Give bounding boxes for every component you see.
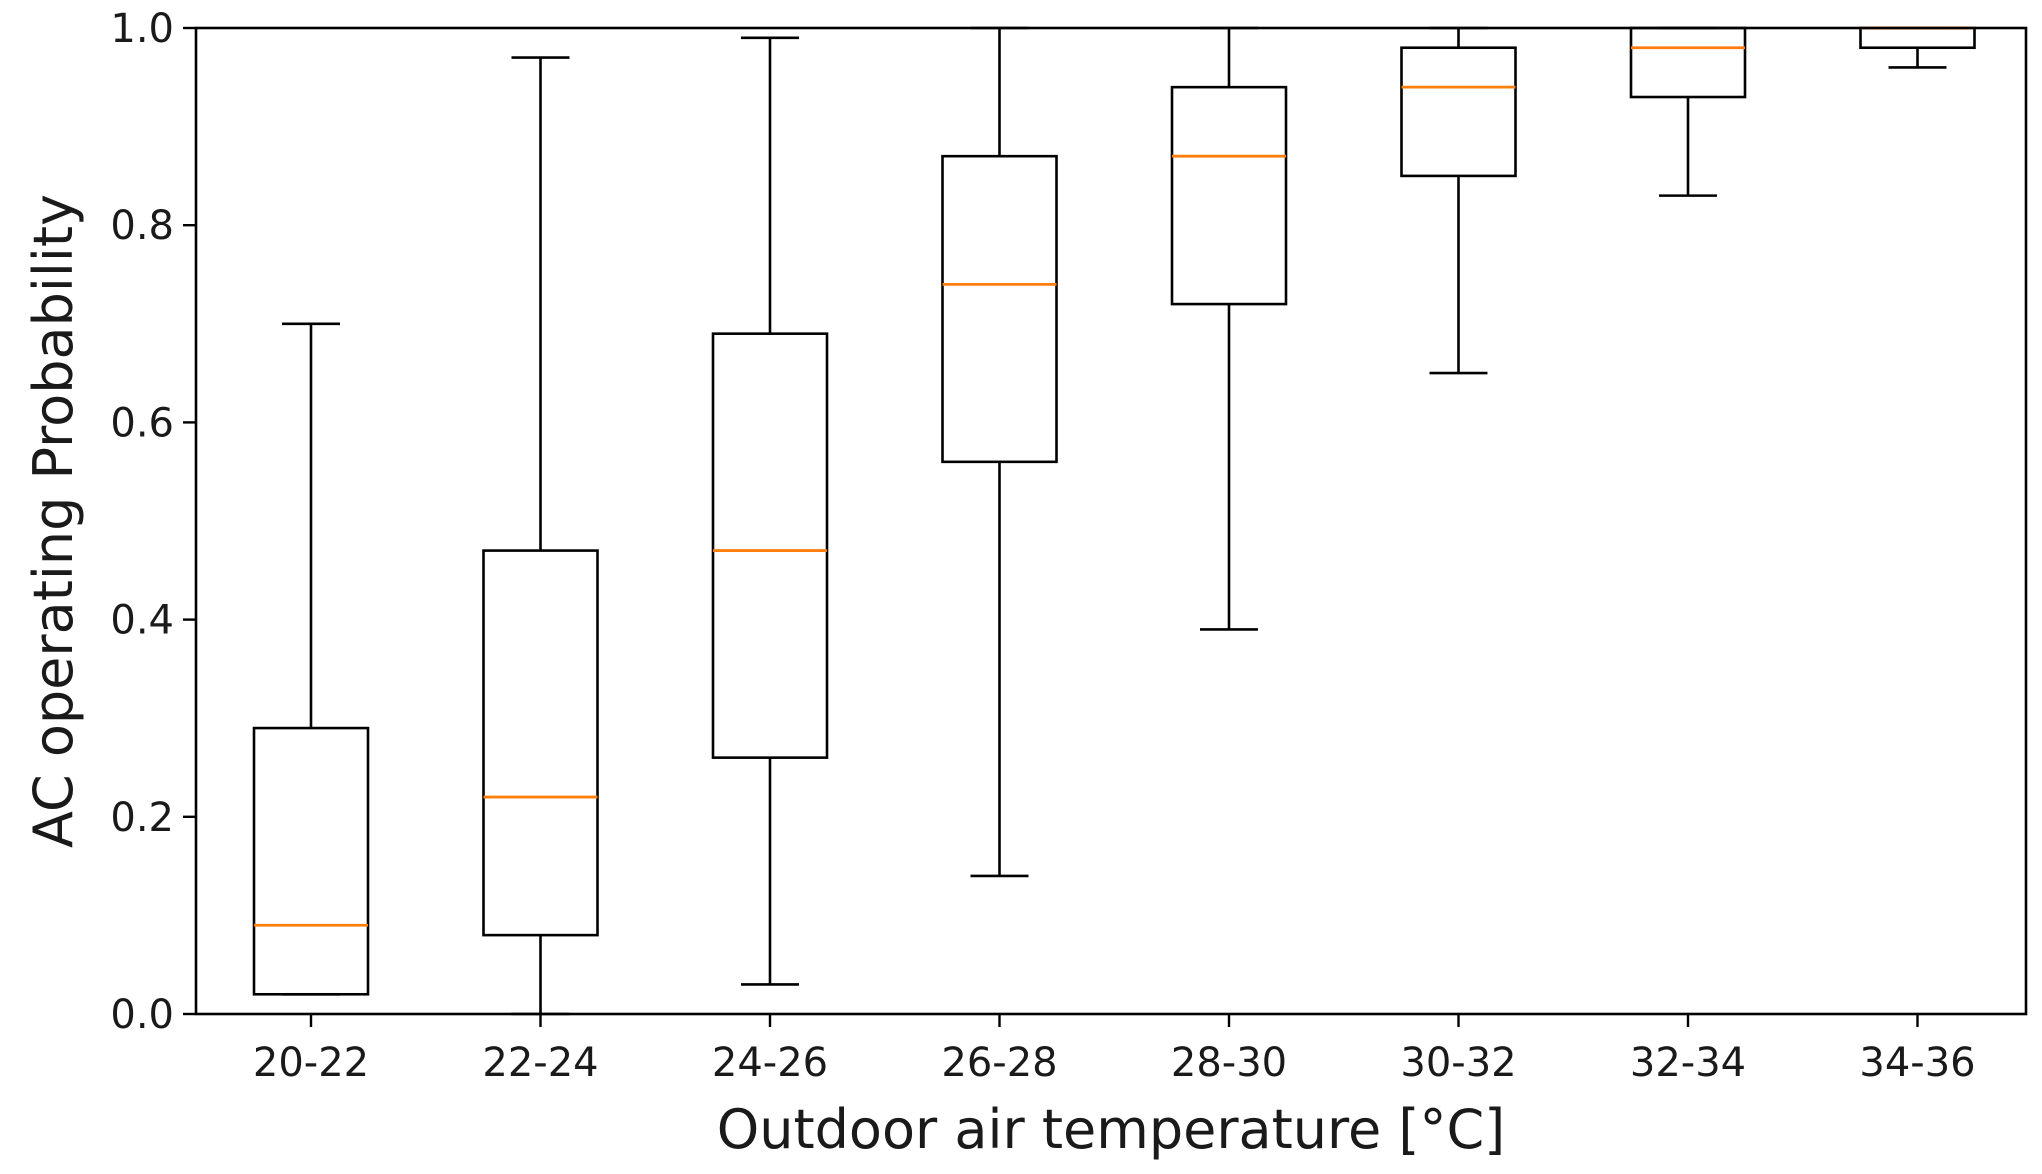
x-tick-label: 34-36 (1859, 1040, 1975, 1086)
x-tick-label: 30-32 (1400, 1040, 1516, 1086)
box-28-30 (1170, 26, 1288, 631)
x-tick-label: 26-28 (941, 1040, 1057, 1086)
iqr-box (1170, 85, 1288, 306)
x-tick-label: 24-26 (712, 1040, 828, 1086)
box-20-22 (252, 322, 370, 996)
box-24-26 (711, 36, 829, 986)
x-tick-label: 22-24 (482, 1040, 598, 1086)
ticks-layer: 0.0 0.2 0.4 0.6 0.8 1.0 20-22 22-24 24-26 26-28 28… (110, 6, 1975, 1086)
iqr-box (252, 726, 370, 996)
y-tick-label: 1.0 (110, 6, 174, 52)
y-axis-label: AC operating Probability (22, 194, 85, 848)
iqr-box (941, 154, 1058, 464)
x-tick-label: 32-34 (1630, 1040, 1746, 1086)
y-tick-label: 0.8 (110, 203, 174, 249)
y-tick-label: 0.0 (110, 992, 174, 1038)
iqr-box (711, 332, 829, 759)
x-tick-label: 28-30 (1171, 1040, 1287, 1086)
iqr-box (482, 549, 599, 937)
x-tick-label: 20-22 (253, 1040, 369, 1086)
y-tick-label: 0.6 (110, 400, 174, 446)
y-tick-label: 0.4 (110, 598, 174, 644)
iqr-box (1400, 46, 1517, 178)
y-tick-label: 0.2 (110, 795, 174, 841)
plot-frame (194, 26, 2028, 1016)
x-axis-label: Outdoor air temperature [°C] (717, 1098, 1506, 1161)
